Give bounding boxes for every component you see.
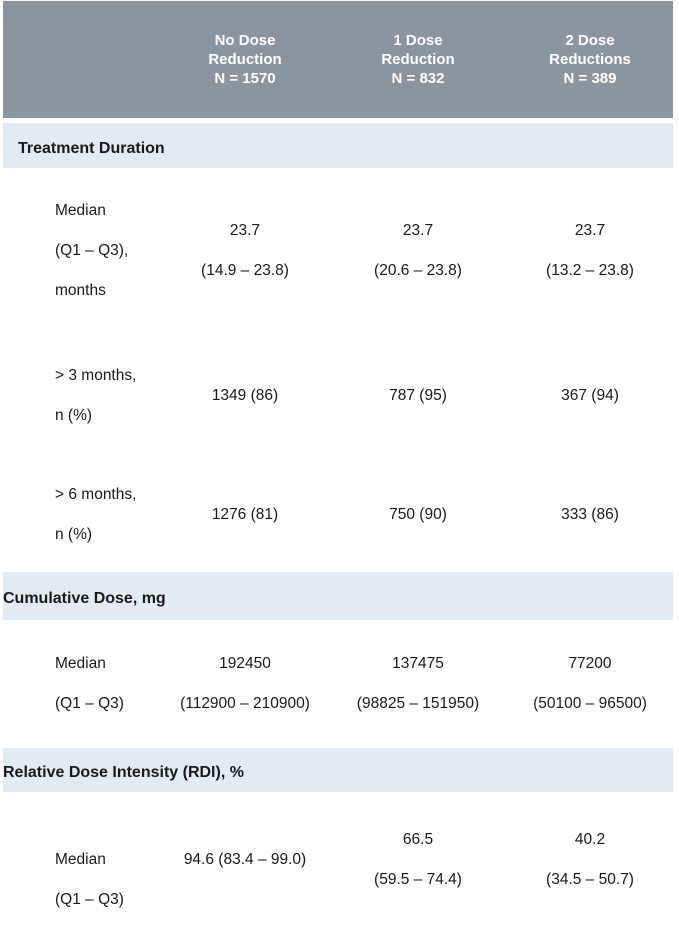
value-line: 192450 <box>219 655 271 672</box>
value-cell: 137475 (98825 – 151950) <box>329 620 507 748</box>
header-line: Reduction <box>208 51 282 68</box>
value-cell: 750 (90) <box>329 458 507 572</box>
value-cell: 40.2 (34.5 – 50.7) <box>507 792 673 928</box>
value-cell: 94.6 (83.4 – 99.0) <box>161 792 329 928</box>
header-line: No Dose <box>214 32 276 49</box>
row-label-line: months <box>55 282 106 299</box>
header-col-no-dose-reduction: No Dose Reduction N = 1570 <box>161 1 329 118</box>
value-line: (50100 – 96500) <box>533 695 647 712</box>
value-line: 137475 <box>392 655 444 672</box>
row-label: Median (Q1 – Q3) <box>3 620 161 748</box>
value-line: 1349 (86) <box>211 387 279 404</box>
header-line: Reduction <box>381 51 455 68</box>
section-title: Treatment Duration <box>18 139 165 157</box>
value-cell: 192450 (112900 – 210900) <box>161 620 329 748</box>
header-line: N = 832 <box>391 70 445 87</box>
value-line: (98825 – 151950) <box>356 695 480 712</box>
value-line: (112900 – 210900) <box>180 695 310 712</box>
value-line: 23.7 <box>574 222 606 239</box>
value-line: 40.2 <box>574 831 606 848</box>
header-col-1-dose-reduction: 1 Dose Reduction N = 832 <box>329 1 507 118</box>
row-label-line: Median <box>55 851 106 868</box>
row-label: > 3 months, n (%) <box>3 334 161 458</box>
value-cell: 367 (94) <box>507 334 673 458</box>
value-line: 23.7 <box>229 222 261 239</box>
table-header-row: No Dose Reduction N = 1570 1 Dose Reduct… <box>3 1 673 118</box>
value-cell: 23.7 (13.2 – 23.8) <box>507 168 673 334</box>
row-label-line: Median <box>55 655 106 672</box>
value-cell: 23.7 (14.9 – 23.8) <box>161 168 329 334</box>
value-cell: 77200 (50100 – 96500) <box>507 620 673 748</box>
section-header-relative-dose-intensity: Relative Dose Intensity (RDI), % <box>3 748 673 792</box>
value-line: 66.5 <box>402 831 434 848</box>
row-gt-6-months: > 6 months, n (%) 1276 (81) 750 (90) 333… <box>3 458 673 572</box>
row-median-months: Median (Q1 – Q3), months 23.7 (14.9 – 23… <box>3 168 673 334</box>
value-cell: 1276 (81) <box>161 458 329 572</box>
value-cell: 23.7 (20.6 – 23.8) <box>329 168 507 334</box>
row-label-line: > 3 months, <box>55 367 137 384</box>
row-median-rdi: Median (Q1 – Q3) 94.6 (83.4 – 99.0) 66.5… <box>3 792 673 928</box>
row-median-cumulative-dose: Median (Q1 – Q3) 192450 (112900 – 210900… <box>3 620 673 748</box>
header-col-2-dose-reductions: 2 Dose Reductions N = 389 <box>507 1 673 118</box>
value-line: (13.2 – 23.8) <box>546 262 634 279</box>
value-line: (59.5 – 74.4) <box>374 871 462 888</box>
row-label: Median (Q1 – Q3), months <box>3 168 161 334</box>
row-label-line: (Q1 – Q3), <box>55 242 129 259</box>
value-line: 367 (94) <box>561 387 619 404</box>
row-gt-3-months: > 3 months, n (%) 1349 (86) 787 (95) 367… <box>3 334 673 458</box>
row-label: Median (Q1 – Q3) <box>3 792 161 928</box>
header-empty-cell <box>3 1 161 118</box>
value-line: 333 (86) <box>561 506 619 523</box>
value-line: 77200 <box>568 655 612 672</box>
section-title: Relative Dose Intensity (RDI), % <box>3 764 244 781</box>
value-cell: 1349 (86) <box>161 334 329 458</box>
value-line: 94.6 (83.4 – 99.0) <box>183 851 307 868</box>
row-label-line: (Q1 – Q3) <box>55 695 124 712</box>
value-line: (20.6 – 23.8) <box>374 262 462 279</box>
value-line: 23.7 <box>402 222 434 239</box>
header-line: 2 Dose <box>565 32 615 49</box>
row-label-line: Median <box>55 202 106 219</box>
header-line: 1 Dose <box>393 32 443 49</box>
value-cell: 66.5 (59.5 – 74.4) <box>329 792 507 928</box>
value-cell: 333 (86) <box>507 458 673 572</box>
row-label-line: > 6 months, <box>55 486 137 503</box>
value-line: (34.5 – 50.7) <box>546 871 634 888</box>
header-line: Reductions <box>549 51 631 68</box>
value-line: 1276 (81) <box>211 506 279 523</box>
row-label-line: n (%) <box>55 526 93 543</box>
header-line: N = 389 <box>563 70 617 87</box>
row-label: > 6 months, n (%) <box>3 458 161 572</box>
value-line: 750 (90) <box>389 506 447 523</box>
value-cell: 787 (95) <box>329 334 507 458</box>
row-label-line: (Q1 – Q3) <box>55 891 124 908</box>
row-label-line: n (%) <box>55 407 93 424</box>
section-header-cumulative-dose: Cumulative Dose, mg <box>3 572 673 620</box>
section-title: Cumulative Dose, mg <box>3 590 166 607</box>
value-line: (14.9 – 23.8) <box>201 262 289 279</box>
value-line: 787 (95) <box>389 387 447 404</box>
section-header-treatment-duration: Treatment Duration <box>3 123 673 168</box>
header-line: N = 1570 <box>214 70 276 87</box>
